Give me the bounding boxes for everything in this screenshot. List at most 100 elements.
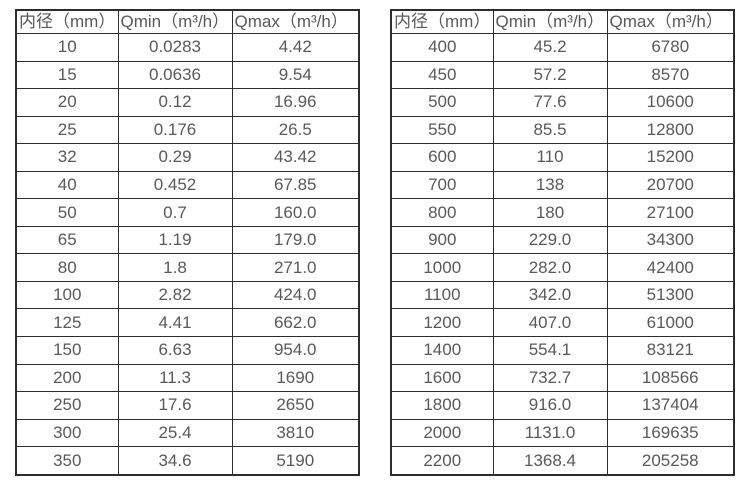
cell-qmin: 1.19 bbox=[117, 225, 233, 255]
cell-inner-diameter: 400 bbox=[390, 33, 494, 62]
cell-qmax: 34300 bbox=[606, 225, 735, 255]
table-row: 65 1.19 179.0 bbox=[15, 225, 360, 255]
cell-qmax: 662.0 bbox=[231, 308, 360, 338]
column-header-qmax: Qmax（m³/h） bbox=[606, 9, 735, 34]
cell-qmax: 10600 bbox=[606, 88, 735, 117]
cell-qmax: 27100 bbox=[606, 198, 735, 227]
cell-inner-diameter: 1000 bbox=[390, 253, 494, 282]
cell-inner-diameter: 20 bbox=[15, 88, 119, 117]
cell-qmin: 17.6 bbox=[117, 391, 233, 420]
cell-qmax: 424.0 bbox=[231, 280, 360, 310]
cell-qmin: 11.3 bbox=[117, 363, 233, 393]
cell-qmax: 137404 bbox=[606, 391, 735, 420]
cell-qmax: 42400 bbox=[606, 253, 735, 282]
cell-qmin: 4.41 bbox=[117, 308, 233, 338]
cell-qmax: 83121 bbox=[606, 336, 735, 365]
cell-qmin: 0.452 bbox=[117, 170, 233, 200]
table-row: 1400 554.1 83121 bbox=[390, 336, 735, 365]
cell-qmax: 4.42 bbox=[231, 33, 360, 62]
cell-inner-diameter: 700 bbox=[390, 170, 494, 200]
cell-qmin: 1.8 bbox=[117, 253, 233, 282]
cell-qmax: 9.54 bbox=[231, 60, 360, 90]
cell-inner-diameter: 800 bbox=[390, 198, 494, 227]
cell-qmin: 0.0636 bbox=[117, 60, 233, 90]
table-row: 50 0.7 160.0 bbox=[15, 198, 360, 227]
cell-inner-diameter: 450 bbox=[390, 60, 494, 90]
cell-qmax: 5190 bbox=[231, 446, 360, 476]
cell-inner-diameter: 200 bbox=[15, 363, 119, 393]
table-row: 25 0.176 26.5 bbox=[15, 115, 360, 145]
cell-inner-diameter: 1400 bbox=[390, 336, 494, 365]
cell-inner-diameter: 50 bbox=[15, 198, 119, 227]
table-row: 125 4.41 662.0 bbox=[15, 308, 360, 338]
cell-qmin: 342.0 bbox=[492, 280, 608, 310]
table-row: 1600 732.7 108566 bbox=[390, 363, 735, 393]
cell-qmin: 916.0 bbox=[492, 391, 608, 420]
cell-qmin: 407.0 bbox=[492, 308, 608, 338]
cell-qmax: 179.0 bbox=[231, 225, 360, 255]
table-row: 1200 407.0 61000 bbox=[390, 308, 735, 338]
column-header-qmax: Qmax（m³/h） bbox=[231, 9, 360, 34]
table-row: 1100 342.0 51300 bbox=[390, 280, 735, 310]
cell-qmax: 6780 bbox=[606, 33, 735, 62]
table-row: 350 34.6 5190 bbox=[15, 446, 360, 476]
cell-qmax: 3810 bbox=[231, 418, 360, 448]
cell-inner-diameter: 1200 bbox=[390, 308, 494, 338]
cell-qmin: 0.7 bbox=[117, 198, 233, 227]
table-row: 1000 282.0 42400 bbox=[390, 253, 735, 282]
header-row: 内径（mm） Qmin（m³/h） Qmax（m³/h） bbox=[390, 9, 735, 34]
column-header-qmin: Qmin（m³/h） bbox=[492, 9, 608, 34]
table-row: 200 11.3 1690 bbox=[15, 363, 360, 393]
cell-qmin: 25.4 bbox=[117, 418, 233, 448]
cell-qmax: 205258 bbox=[606, 446, 735, 476]
table-row: 700 138 20700 bbox=[390, 170, 735, 200]
table-row: 150 6.63 954.0 bbox=[15, 336, 360, 365]
cell-qmax: 2650 bbox=[231, 391, 360, 420]
cell-qmax: 954.0 bbox=[231, 336, 360, 365]
cell-inner-diameter: 100 bbox=[15, 280, 119, 310]
cell-qmin: 229.0 bbox=[492, 225, 608, 255]
cell-qmax: 271.0 bbox=[231, 253, 360, 282]
cell-qmin: 0.176 bbox=[117, 115, 233, 145]
cell-inner-diameter: 900 bbox=[390, 225, 494, 255]
cell-inner-diameter: 550 bbox=[390, 115, 494, 145]
cell-qmax: 15200 bbox=[606, 143, 735, 172]
cell-inner-diameter: 32 bbox=[15, 143, 119, 172]
cell-qmin: 282.0 bbox=[492, 253, 608, 282]
cell-qmin: 0.29 bbox=[117, 143, 233, 172]
cell-qmax: 51300 bbox=[606, 280, 735, 310]
cell-qmin: 77.6 bbox=[492, 88, 608, 117]
table-row: 10 0.0283 4.42 bbox=[15, 33, 360, 62]
cell-inner-diameter: 40 bbox=[15, 170, 119, 200]
cell-inner-diameter: 2000 bbox=[390, 418, 494, 448]
cell-inner-diameter: 250 bbox=[15, 391, 119, 420]
cell-inner-diameter: 25 bbox=[15, 115, 119, 145]
flow-spec-tables: 内径（mm） Qmin（m³/h） Qmax（m³/h） 10 0.0283 4.42 15… bbox=[15, 9, 735, 476]
cell-qmax: 169635 bbox=[606, 418, 735, 448]
table-row: 2200 1368.4 205258 bbox=[390, 446, 735, 476]
table-row: 20 0.12 16.96 bbox=[15, 88, 360, 117]
table-row: 550 85.5 12800 bbox=[390, 115, 735, 145]
cell-qmax: 26.5 bbox=[231, 115, 360, 145]
cell-qmax: 12800 bbox=[606, 115, 735, 145]
cell-qmin: 0.12 bbox=[117, 88, 233, 117]
table-row: 400 45.2 6780 bbox=[390, 33, 735, 62]
table-row: 500 77.6 10600 bbox=[390, 88, 735, 117]
cell-qmin: 6.63 bbox=[117, 336, 233, 365]
cell-qmax: 160.0 bbox=[231, 198, 360, 227]
table-row: 32 0.29 43.42 bbox=[15, 143, 360, 172]
cell-inner-diameter: 1600 bbox=[390, 363, 494, 393]
column-header-inner-diameter: 内径（mm） bbox=[390, 9, 494, 34]
cell-inner-diameter: 2200 bbox=[390, 446, 494, 476]
cell-qmax: 67.85 bbox=[231, 170, 360, 200]
cell-qmin: 1131.0 bbox=[492, 418, 608, 448]
cell-qmin: 138 bbox=[492, 170, 608, 200]
cell-inner-diameter: 350 bbox=[15, 446, 119, 476]
table-row: 100 2.82 424.0 bbox=[15, 280, 360, 310]
table-row: 450 57.2 8570 bbox=[390, 60, 735, 90]
cell-qmin: 0.0283 bbox=[117, 33, 233, 62]
cell-qmin: 1368.4 bbox=[492, 446, 608, 476]
cell-qmin: 34.6 bbox=[117, 446, 233, 476]
table-row: 300 25.4 3810 bbox=[15, 418, 360, 448]
